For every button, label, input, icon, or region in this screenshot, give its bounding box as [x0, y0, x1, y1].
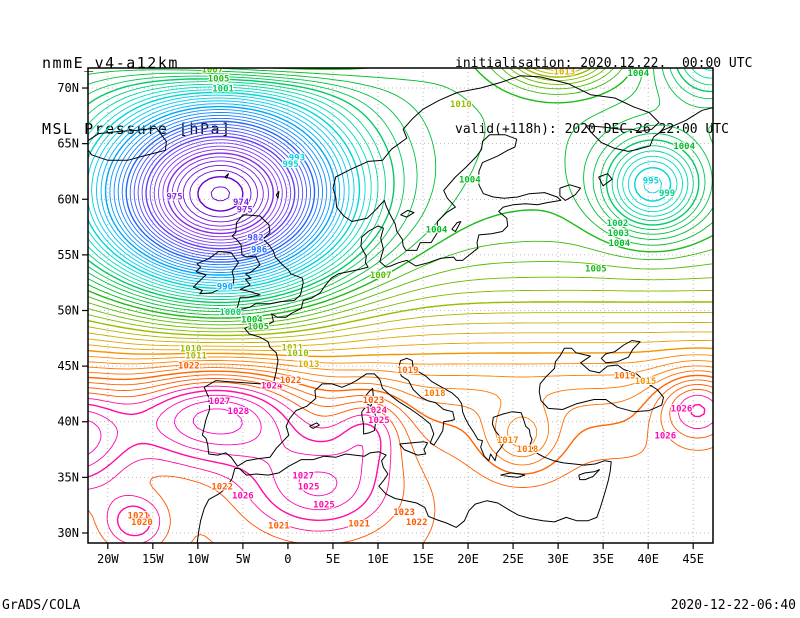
contour-value-label: 1017 [497, 436, 519, 446]
contour-value-label: 1021 [268, 522, 290, 532]
contour-value-label: 1025 [368, 416, 390, 426]
y-tick-label: 35N [57, 470, 79, 484]
axis-labels: 20W 15W 10W 5W 0 5E 10E 15E 20E 25E 30E 35E 40E 45E 30… [57, 81, 704, 566]
contour-value-label: 986 [251, 246, 267, 256]
contour-value-label: 995 [643, 177, 659, 187]
contour-value-label: 1010 [287, 349, 309, 359]
contour-value-label: 1018 [424, 389, 446, 399]
contour-value-label: 1026 [232, 492, 254, 502]
contour-value-label: 982 [247, 233, 263, 243]
y-tick-label: 55N [57, 248, 79, 262]
contour-value-label: 999 [659, 189, 675, 199]
contour-value-label: 1021 [348, 519, 370, 529]
contour-value-label: 1003 [608, 229, 630, 239]
x-tick-label: 0 [284, 552, 291, 566]
contour-value-label: 1019 [614, 371, 636, 381]
x-tick-label: 45E [682, 552, 704, 566]
contour-value-label: 1004 [459, 176, 481, 186]
y-tick-label: 30N [57, 526, 79, 540]
grads-credit: GrADS/COLA [2, 598, 81, 613]
contour-value-label: 1004 [608, 239, 630, 249]
contour-value-label: 1019 [397, 366, 419, 376]
contour-value-label: 995 [282, 160, 298, 170]
y-tick-label: 45N [57, 359, 79, 373]
x-tick-label: 10E [367, 552, 389, 566]
contour-value-label: 1026 [654, 431, 676, 441]
y-tick-label: 50N [57, 304, 79, 318]
contour-value-label: 1024 [365, 406, 387, 416]
contour-value-label: 974 [233, 198, 250, 208]
contour-value-label: 1021 [128, 512, 150, 522]
contour-label-layer: 9759749759829869909939951007100510011000… [127, 65, 697, 533]
contour-value-label: 1023 [393, 508, 415, 518]
contour-value-label: 1013 [298, 360, 320, 370]
contour-value-label: 1022 [280, 376, 302, 386]
contour-value-label: 1001 [212, 84, 234, 94]
contour-value-label: 1025 [313, 500, 335, 510]
contour-value-label: 1028 [228, 407, 250, 417]
contour-value-label: 1024 [261, 381, 283, 391]
contour-value-label: 1007 [201, 65, 223, 75]
x-tick-label: 35E [592, 552, 614, 566]
contour-value-label: 1022 [178, 361, 200, 371]
contour-value-label: 1027 [292, 472, 314, 482]
x-tick-label: 15W [142, 552, 164, 566]
plot-frame [87, 67, 714, 544]
contour-value-label: 1007 [370, 271, 392, 281]
x-tick-label: 30E [547, 552, 569, 566]
y-tick-label: 65N [57, 137, 79, 151]
contour-value-label: 1018 [517, 445, 539, 455]
contour-value-label: 1004 [241, 316, 263, 326]
contour-value-label: 1023 [363, 396, 385, 406]
contour-value-label: 1011 [282, 344, 304, 354]
contour-value-label: 1020 [131, 518, 153, 528]
creation-timestamp: 2020-12-22-06:40 [670, 598, 796, 613]
contour-value-label: 1022 [211, 483, 233, 493]
contour-value-label: 1010 [450, 100, 472, 110]
contour-value-label: 975 [237, 206, 253, 216]
x-tick-label: 5E [326, 552, 340, 566]
contour-value-label: 1022 [406, 518, 428, 528]
contour-value-label: 1015 [635, 377, 657, 387]
contour-value-label: 975 [166, 192, 182, 202]
contour-value-label: 1025 [298, 483, 320, 493]
contour-value-label: 1004 [673, 142, 695, 152]
x-tick-label: 5W [236, 552, 251, 566]
x-tick-label: 20E [457, 552, 479, 566]
contour-value-label: 1010 [180, 345, 202, 355]
y-tick-label: 40N [57, 415, 79, 429]
contour-value-label: 1005 [247, 322, 269, 332]
contour-value-label: 1013 [554, 68, 576, 78]
contour-value-label: 1011 [185, 351, 207, 361]
contour-layer [88, 68, 713, 543]
contour-value-label: 1026 [671, 405, 693, 415]
x-tick-label: 25E [502, 552, 524, 566]
contour-value-label: 1005 [208, 74, 230, 84]
contour-value-label: 1005 [585, 265, 607, 275]
x-tick-label: 40E [637, 552, 659, 566]
x-tick-label: 15E [412, 552, 434, 566]
contour-value-label: 1027 [209, 397, 231, 407]
x-tick-label: 20W [97, 552, 119, 566]
y-tick-label: 60N [57, 192, 79, 206]
contour-value-label: 1000 [219, 308, 241, 318]
contour-value-label: 1002 [607, 219, 629, 229]
contour-value-label: 1004 [627, 69, 649, 79]
contour-value-label: 990 [217, 282, 233, 292]
y-tick-label: 70N [57, 81, 79, 95]
contour-value-label: 1004 [426, 226, 448, 236]
x-tick-label: 10W [187, 552, 209, 566]
contour-value-label: 993 [289, 153, 305, 163]
coastline-layer [88, 75, 713, 543]
axis-ticks [82, 87, 694, 549]
